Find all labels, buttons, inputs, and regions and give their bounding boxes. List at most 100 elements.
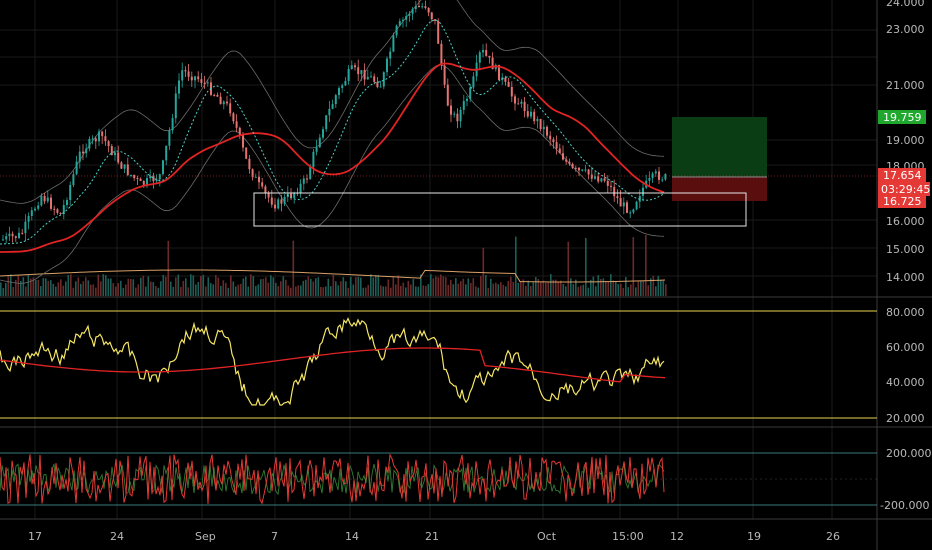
volume-bar bbox=[457, 283, 460, 296]
candle-body bbox=[507, 81, 510, 87]
candle-body bbox=[584, 169, 587, 171]
candle-body bbox=[610, 185, 612, 187]
volume-bar bbox=[70, 274, 72, 296]
volume-bar bbox=[315, 278, 317, 296]
volume-bar bbox=[560, 280, 562, 296]
time-axis[interactable]: 17 24 Sep 7 14 21 Oct 15:00 12 19 26 bbox=[28, 530, 840, 543]
volume-bar bbox=[407, 280, 410, 296]
candle-body bbox=[392, 35, 395, 52]
profit-target-zone[interactable] bbox=[672, 117, 767, 177]
volume-bar bbox=[380, 285, 382, 296]
volume-bar bbox=[550, 274, 552, 296]
candle-body bbox=[632, 209, 635, 213]
volume-bar bbox=[387, 279, 390, 296]
candle-body bbox=[405, 16, 408, 20]
volume-bar bbox=[312, 281, 315, 296]
volume-bar bbox=[395, 284, 397, 296]
volume-bar bbox=[115, 286, 117, 296]
volume-bar bbox=[95, 287, 97, 296]
current-price-tag bbox=[878, 168, 926, 182]
candle-body bbox=[360, 70, 363, 75]
rsi-indicator bbox=[0, 317, 666, 406]
candle-body bbox=[238, 127, 241, 136]
volume-bar bbox=[190, 274, 192, 296]
candle-body bbox=[526, 111, 529, 117]
candle-body bbox=[312, 151, 315, 168]
volume-bar bbox=[292, 240, 295, 296]
volume-bar bbox=[287, 285, 290, 296]
volume-bar bbox=[512, 281, 515, 296]
volume-bar bbox=[600, 279, 602, 296]
volume-bar bbox=[630, 284, 632, 296]
volume-bar bbox=[365, 287, 367, 296]
volume-bar bbox=[145, 286, 147, 296]
rsi-axis[interactable]: 80.000 60.000 40.000 20.000 bbox=[886, 306, 925, 425]
candle-body bbox=[418, 5, 420, 7]
candle-body bbox=[357, 67, 360, 75]
candle-body bbox=[206, 82, 209, 84]
candle-body bbox=[629, 212, 632, 214]
volume-bar bbox=[410, 284, 412, 296]
price-label: 21.000 bbox=[886, 79, 925, 92]
volume-bar bbox=[167, 240, 170, 296]
candle-body bbox=[533, 111, 536, 122]
volume-bar bbox=[152, 282, 155, 296]
candle-body bbox=[354, 65, 356, 68]
moving-averages bbox=[0, 19, 665, 253]
price-label: 23.000 bbox=[886, 23, 925, 36]
rsi-axis-label: 20.000 bbox=[886, 412, 925, 425]
candle-body bbox=[27, 216, 30, 222]
volume-bar bbox=[175, 277, 177, 296]
candle-body bbox=[331, 104, 334, 109]
volume-bar bbox=[650, 278, 652, 296]
volume-bar bbox=[497, 284, 500, 296]
candle-body bbox=[482, 50, 484, 53]
volume-bar bbox=[247, 286, 250, 296]
cci-signal-line bbox=[0, 463, 665, 496]
volume-bar bbox=[297, 285, 300, 296]
candle-body bbox=[578, 167, 580, 171]
volume-bar bbox=[50, 280, 52, 296]
candle-body bbox=[75, 161, 78, 175]
volume-bar bbox=[390, 287, 392, 296]
candle-body bbox=[59, 212, 62, 215]
support-zone-rectangle[interactable] bbox=[253, 192, 747, 227]
volume-bar bbox=[357, 276, 360, 296]
volume-bar bbox=[60, 279, 62, 296]
cci-axis[interactable]: 200.000 -200.000 bbox=[880, 447, 932, 512]
candle-body bbox=[642, 187, 644, 196]
volume-bar bbox=[602, 278, 605, 296]
volume-bar bbox=[267, 282, 270, 296]
moving-average-fast bbox=[0, 19, 665, 245]
candle-body bbox=[184, 70, 187, 72]
candle-body bbox=[488, 55, 491, 58]
volume-bar bbox=[450, 279, 452, 296]
volume-bar bbox=[482, 247, 485, 296]
bollinger-bands bbox=[0, 0, 665, 284]
volume-bar bbox=[370, 274, 372, 296]
volume-bar bbox=[437, 277, 440, 296]
volume-bar bbox=[465, 284, 467, 296]
volume-bar bbox=[472, 278, 475, 296]
time-label: 7 bbox=[271, 530, 278, 543]
price-axis[interactable]: 24.000 23.000 21.000 19.000 18.000 16.00… bbox=[878, 0, 930, 284]
time-label: 26 bbox=[826, 530, 840, 543]
volume-bar bbox=[157, 287, 160, 296]
candle-body bbox=[386, 58, 388, 73]
position-zones[interactable] bbox=[672, 117, 767, 201]
candle-body bbox=[571, 163, 574, 168]
volume-bar bbox=[130, 278, 132, 296]
stop-loss-zone[interactable] bbox=[672, 177, 767, 201]
volume-bar bbox=[217, 277, 220, 296]
candle-body bbox=[88, 138, 91, 149]
candle-body bbox=[437, 20, 440, 44]
cci-axis-label: -200.000 bbox=[880, 499, 929, 512]
volume-bar bbox=[170, 281, 172, 296]
candle-body bbox=[430, 12, 433, 20]
candle-body bbox=[126, 164, 129, 176]
volume-bar bbox=[102, 274, 105, 296]
volume-bar bbox=[515, 236, 517, 296]
volume-bar bbox=[485, 274, 487, 296]
candle-body bbox=[462, 101, 465, 110]
